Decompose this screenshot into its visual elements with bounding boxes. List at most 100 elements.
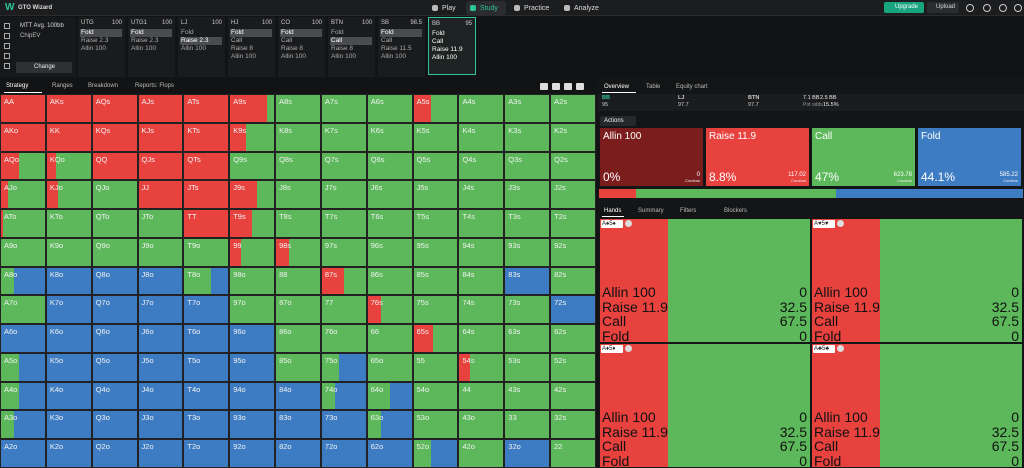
hand-cell[interactable]: J4o bbox=[137, 381, 184, 411]
hand-cell[interactable]: T9o bbox=[183, 237, 230, 267]
hand-cell[interactable]: K2s bbox=[550, 122, 596, 152]
hand-cell[interactable]: K9s bbox=[229, 122, 276, 152]
position-action[interactable]: Raise 2.3 bbox=[131, 37, 159, 44]
hand-cell[interactable]: 75s bbox=[412, 295, 459, 325]
view-icon[interactable] bbox=[564, 83, 572, 90]
position-card[interactable]: SB 98.5 Fold Call Raise 11.5 Allin 100 bbox=[378, 17, 425, 77]
position-action[interactable]: Call bbox=[231, 37, 243, 44]
position-action[interactable]: Allin 100 bbox=[381, 53, 406, 60]
hand-cell[interactable]: T6s bbox=[366, 209, 413, 238]
hand-cell[interactable]: T5o bbox=[183, 352, 230, 382]
hand-cell[interactable]: K8s bbox=[275, 122, 321, 152]
hand-cell[interactable]: ATo bbox=[0, 209, 46, 238]
hand-cell[interactable]: A4s bbox=[458, 94, 505, 123]
hand-cell[interactable]: KJo bbox=[45, 180, 92, 210]
hand-cell[interactable]: 76s bbox=[366, 295, 413, 325]
hand-cell[interactable]: 84s bbox=[458, 266, 505, 296]
hand-cell[interactable]: 77 bbox=[320, 295, 367, 325]
hand-cell[interactable]: 62o bbox=[366, 439, 413, 468]
hand-cell[interactable]: A2o bbox=[0, 439, 46, 468]
hand-cell[interactable]: 95s bbox=[412, 237, 459, 267]
hand-cell[interactable]: 73o bbox=[320, 410, 367, 440]
hand-cell[interactable]: 97s bbox=[320, 237, 367, 267]
position-card[interactable]: BB 95 Fold Call Raise 11.9 Allin 100 bbox=[428, 17, 476, 75]
hand-cell[interactable]: A7s bbox=[320, 94, 367, 123]
combo-card[interactable]: A♦5♦ Allin 100 0 Raise 11.9 32.5 Call 67.5 Fold… bbox=[600, 344, 810, 467]
hand-cell[interactable]: 94o bbox=[229, 381, 276, 411]
hand-cell[interactable]: J3s bbox=[504, 180, 551, 210]
hand-cell[interactable]: K5s bbox=[412, 122, 459, 152]
hand-cell[interactable]: Q4o bbox=[91, 381, 138, 411]
position-action[interactable]: Allin 100 bbox=[181, 45, 206, 52]
position-card[interactable]: UTG1 100 Fold Raise 2.3 Allin 100 bbox=[128, 17, 175, 77]
hand-cell[interactable]: 92o bbox=[229, 439, 276, 468]
hand-cell[interactable]: Q8s bbox=[275, 151, 321, 181]
hand-cell[interactable]: KJs bbox=[137, 122, 184, 152]
hand-cell[interactable]: AA bbox=[0, 94, 46, 123]
hand-cell[interactable]: A3o bbox=[0, 410, 46, 440]
hand-cell[interactable]: AJs bbox=[137, 94, 184, 123]
hand-cell[interactable]: 43s bbox=[504, 381, 551, 411]
position-action[interactable]: Fold bbox=[231, 29, 244, 36]
combo-card[interactable]: A♣5♣ Allin 100 0 Raise 11.9 32.5 Call 67.5 Fold… bbox=[812, 344, 1022, 467]
panel-tab[interactable]: Equity chart bbox=[676, 84, 708, 90]
hand-cell[interactable]: AKs bbox=[45, 94, 92, 123]
hand-cell[interactable]: J5s bbox=[412, 180, 459, 210]
hand-cell[interactable]: J8s bbox=[275, 180, 321, 210]
action-box[interactable]: Fold 44.1% 585.22 Combos bbox=[918, 128, 1021, 186]
position-action[interactable]: Raise 8 bbox=[331, 45, 354, 52]
hand-cell[interactable]: 96o bbox=[229, 324, 276, 353]
combo-card[interactable]: A♠5♠ Allin 100 0 Raise 11.9 32.5 Call 67.5 Fold… bbox=[600, 219, 810, 342]
hand-cell[interactable]: T4s bbox=[458, 209, 505, 238]
hand-cell[interactable]: KK bbox=[45, 122, 92, 152]
position-action[interactable]: Raise 11.5 bbox=[381, 45, 412, 52]
hand-cell[interactable]: QQ bbox=[91, 151, 138, 181]
change-button[interactable]: Change bbox=[16, 62, 72, 73]
hand-cell[interactable]: KQo bbox=[45, 151, 92, 181]
hand-cell[interactable]: QJo bbox=[91, 180, 138, 210]
hand-cell[interactable]: 93s bbox=[504, 237, 551, 267]
hand-cell[interactable]: 96s bbox=[366, 237, 413, 267]
hand-cell[interactable]: 75o bbox=[320, 352, 367, 382]
hand-cell[interactable]: AQs bbox=[91, 94, 138, 123]
grid-tab[interactable]: Breakdown bbox=[88, 83, 119, 89]
hand-cell[interactable]: J5o bbox=[137, 352, 184, 382]
position-action[interactable]: Fold bbox=[331, 29, 344, 36]
hand-cell[interactable]: A9o bbox=[0, 237, 46, 267]
position-action[interactable]: Allin 100 bbox=[331, 53, 356, 60]
hand-cell[interactable]: 72s bbox=[550, 295, 596, 325]
hand-cell[interactable]: AQo bbox=[0, 151, 46, 181]
hand-cell[interactable]: T6o bbox=[183, 324, 230, 353]
hand-cell[interactable]: Q4s bbox=[458, 151, 505, 181]
hand-cell[interactable]: 73s bbox=[504, 295, 551, 325]
position-action[interactable]: Call bbox=[432, 38, 444, 45]
hand-cell[interactable]: J7s bbox=[320, 180, 367, 210]
hand-cell[interactable]: K6s bbox=[366, 122, 413, 152]
hand-cell[interactable]: 76o bbox=[320, 324, 367, 353]
toolbar-icon[interactable] bbox=[966, 4, 974, 12]
hand-cell[interactable]: K7o bbox=[45, 295, 92, 325]
hand-cell[interactable]: J4s bbox=[458, 180, 505, 210]
grid-tab[interactable]: Reports: Flops bbox=[135, 83, 175, 89]
hand-cell[interactable]: KTs bbox=[183, 122, 230, 152]
view-icon[interactable] bbox=[576, 83, 584, 90]
position-action[interactable]: Allin 100 bbox=[81, 45, 106, 52]
hand-cell[interactable]: K3s bbox=[504, 122, 551, 152]
hand-cell[interactable]: 64s bbox=[458, 324, 505, 353]
hand-cell[interactable]: 54s bbox=[458, 352, 505, 382]
position-action[interactable]: Allin 100 bbox=[432, 54, 457, 61]
hand-cell[interactable]: J7o bbox=[137, 295, 184, 325]
hand-cell[interactable]: Q5o bbox=[91, 352, 138, 382]
position-card[interactable]: HJ 100 Fold Call Raise 8 Allin 100 bbox=[228, 17, 275, 77]
hand-cell[interactable]: 62s bbox=[550, 324, 596, 353]
hand-cell[interactable]: T3o bbox=[183, 410, 230, 440]
hand-cell[interactable]: QTo bbox=[91, 209, 138, 238]
position-action[interactable]: Allin 100 bbox=[231, 53, 256, 60]
hand-cell[interactable]: 83s bbox=[504, 266, 551, 296]
hand-cell[interactable]: 33 bbox=[504, 410, 551, 440]
nav-item[interactable]: Play bbox=[428, 1, 468, 15]
actions-dropdown[interactable]: Actions bbox=[600, 116, 636, 126]
hand-cell[interactable]: T3s bbox=[504, 209, 551, 238]
hand-cell[interactable]: Q5s bbox=[412, 151, 459, 181]
hand-cell[interactable]: A5s bbox=[412, 94, 459, 123]
